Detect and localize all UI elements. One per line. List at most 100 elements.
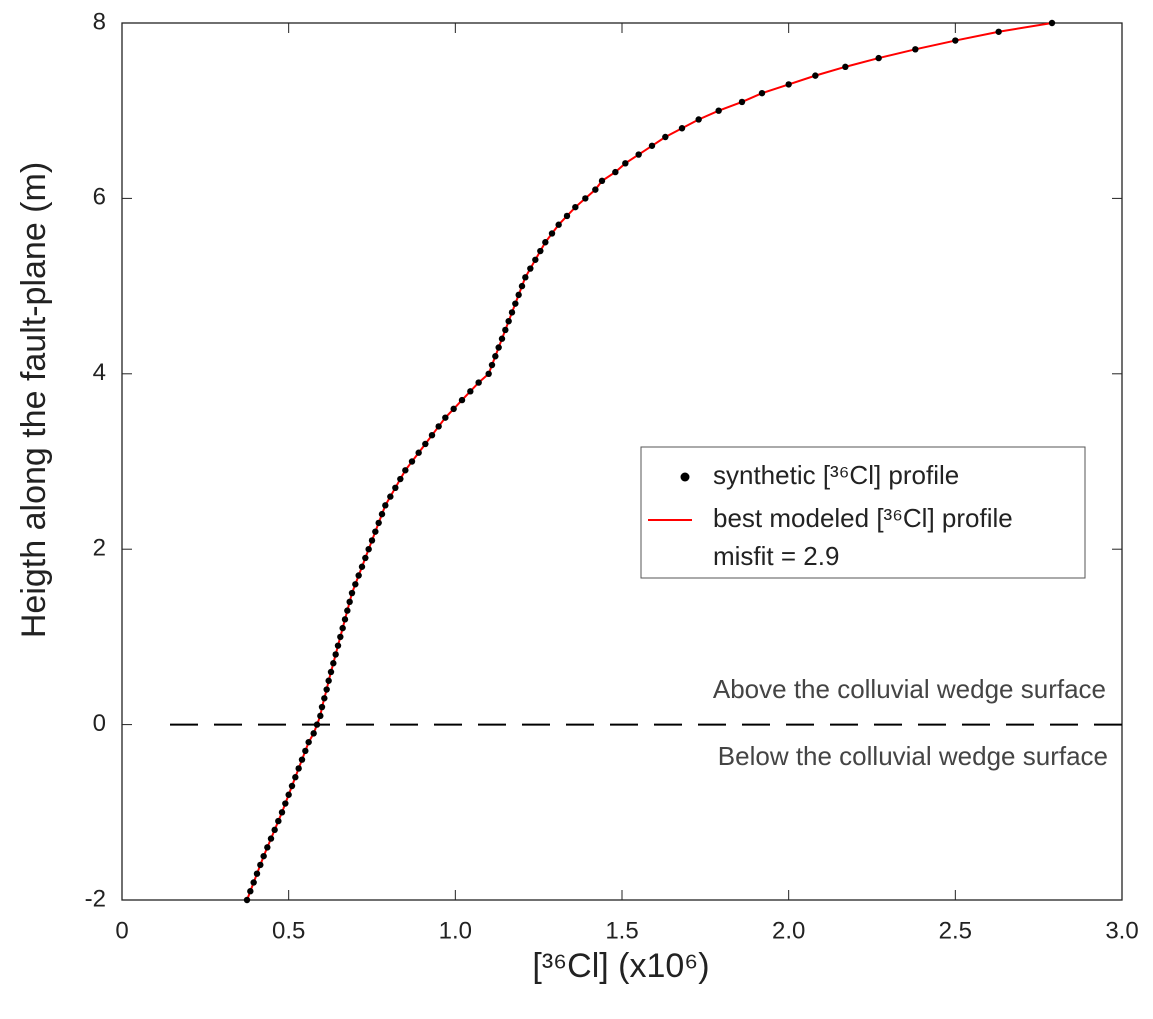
- data-point: [408, 458, 416, 465]
- data-point: [372, 528, 379, 535]
- annotation: Above the colluvial wedge surface: [713, 674, 1106, 704]
- data-point: [247, 888, 254, 895]
- data-point: [428, 431, 436, 439]
- legend: synthetic [³⁶Cl] profile best modeled [³⁶…: [640, 446, 1086, 579]
- data-point: [467, 388, 474, 395]
- data-point: [346, 598, 353, 606]
- data-point: [1048, 19, 1056, 27]
- data-point: [334, 642, 342, 649]
- data-point: [785, 81, 792, 88]
- data-point: [282, 800, 289, 807]
- data-point: [422, 440, 429, 448]
- data-point: [271, 826, 278, 834]
- data-point: [243, 896, 251, 904]
- legend-box: [640, 446, 1086, 579]
- data-point: [415, 449, 422, 456]
- data-point: [738, 98, 746, 106]
- y-tick-label: 0: [93, 710, 106, 737]
- data-point: [563, 212, 571, 220]
- data-point: [330, 660, 337, 667]
- data-point: [508, 309, 516, 316]
- data-point: [548, 230, 556, 237]
- data-point: [450, 405, 457, 413]
- data-point: [267, 835, 275, 842]
- data-point: [612, 168, 619, 176]
- data-point: [323, 686, 330, 693]
- y-axis-label: Heigth along the fault-plane (m): [15, 162, 53, 638]
- data-point: [260, 852, 267, 860]
- data-point: [758, 89, 766, 97]
- data-point: [527, 265, 534, 272]
- x-tick-label: 3.0: [1105, 917, 1138, 944]
- data-point: [505, 317, 512, 325]
- data-point: [648, 142, 656, 149]
- data-point: [542, 239, 549, 246]
- data-point: [522, 274, 529, 281]
- data-point: [352, 581, 359, 588]
- data-point: [365, 546, 372, 553]
- data-point: [387, 493, 394, 500]
- data-point: [532, 256, 539, 263]
- data-point: [402, 467, 409, 474]
- y-tick-label: 4: [93, 359, 106, 386]
- x-tick-label: 1.0: [439, 917, 472, 944]
- data-point: [278, 809, 286, 816]
- data-point: [382, 502, 389, 509]
- data-point: [332, 651, 339, 658]
- data-point: [348, 589, 356, 597]
- x-tick-label: 0: [115, 917, 128, 944]
- data-point: [495, 344, 502, 351]
- x-tick-label: 2.5: [939, 917, 972, 944]
- legend-label: synthetic [³⁶Cl] profile: [713, 460, 959, 490]
- data-point: [842, 63, 849, 71]
- data-point: [635, 151, 642, 158]
- data-point: [292, 774, 299, 781]
- data-point: [313, 721, 321, 728]
- data-point: [302, 747, 309, 755]
- data-point: [392, 484, 399, 492]
- data-point: [344, 607, 351, 614]
- x-tick-label: 2.0: [772, 917, 805, 944]
- data-point: [537, 247, 544, 255]
- data-point: [375, 519, 382, 527]
- data-point: [555, 221, 562, 228]
- data-point: [295, 765, 302, 772]
- data-point: [518, 282, 526, 290]
- data-point: [339, 624, 346, 632]
- y-tick-label: 8: [93, 8, 106, 35]
- data-point: [695, 116, 702, 123]
- legend-note: misfit = 2.9: [713, 541, 839, 571]
- y-tick-label: -2: [85, 885, 106, 912]
- y-tick-label: 2: [93, 535, 106, 562]
- data-point: [341, 616, 349, 623]
- data-point: [622, 160, 629, 167]
- data-point: [662, 133, 669, 141]
- data-point: [498, 335, 506, 342]
- data-point: [812, 72, 819, 79]
- legend-label: best modeled [³⁶Cl] profile: [713, 503, 1013, 533]
- legend-marker: [680, 472, 690, 482]
- data-point: [442, 414, 449, 421]
- data-point: [288, 782, 296, 790]
- annotation: Below the colluvial wedge surface: [718, 741, 1108, 771]
- data-point: [310, 730, 317, 737]
- data-point: [572, 203, 579, 211]
- data-point: [475, 379, 482, 386]
- data-point: [912, 46, 919, 53]
- data-point: [327, 668, 335, 676]
- data-point: [298, 756, 306, 763]
- x-tick-label: 0.5: [272, 917, 305, 944]
- data-point: [358, 563, 366, 570]
- data-point: [715, 107, 722, 114]
- data-point: [515, 291, 522, 299]
- data-point: [362, 554, 369, 562]
- y-tick-label: 6: [93, 184, 106, 211]
- data-point: [257, 861, 264, 869]
- data-point: [253, 870, 261, 877]
- data-point: [317, 712, 324, 720]
- data-point: [355, 572, 362, 579]
- data-point: [502, 326, 509, 334]
- data-point: [318, 703, 326, 711]
- data-point: [285, 791, 292, 798]
